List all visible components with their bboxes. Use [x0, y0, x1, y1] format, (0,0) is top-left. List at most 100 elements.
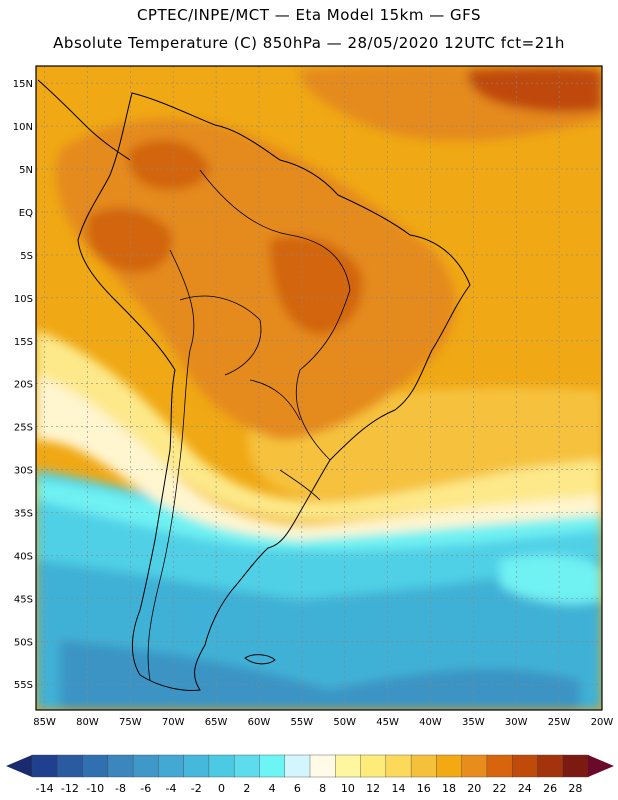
colorbar-label: 8: [319, 782, 326, 795]
south-america-coastline: [77, 92, 471, 691]
lat-label: 5S: [20, 251, 33, 262]
colorbar-swatch: [385, 754, 412, 778]
colorbar-label: -8: [115, 782, 126, 795]
lon-label: 65W: [205, 717, 228, 728]
lon-label: 60W: [248, 717, 271, 728]
colorbar-swatch: [31, 754, 58, 778]
colorbar-label: 28: [568, 782, 582, 795]
colorbar-swatch: [107, 754, 134, 778]
lat-label: EQ: [19, 208, 33, 219]
temperature-field: [36, 66, 602, 710]
colorbar-swatch: [335, 754, 362, 778]
colorbar-swatch: [562, 754, 589, 778]
colorbar-label: -2: [191, 782, 202, 795]
lat-label: 35S: [14, 509, 33, 520]
colorbar-swatch: [309, 754, 336, 778]
map-frame: [35, 65, 603, 711]
colorbar-label: 12: [366, 782, 380, 795]
latitude-labels: 15N 10N 5N EQ 5S 10S 15S 20S 25S 30S 35S 40S 45S 50S 5…: [13, 79, 33, 691]
colorbar-label: 24: [518, 782, 532, 795]
lat-label: 40S: [14, 551, 33, 562]
colorbar-swatch: [132, 754, 160, 778]
colorbar-swatch: [461, 754, 488, 778]
colorbar-swatch: [486, 754, 513, 778]
colorbar-label: -14: [36, 782, 54, 795]
lon-label: 80W: [76, 717, 99, 728]
lat-label: 45S: [14, 594, 33, 605]
colorbar-swatch: [284, 754, 311, 778]
lon-label: 50W: [333, 717, 356, 728]
cold-cyan-band: [36, 480, 602, 551]
very-hot-core-central: [270, 236, 363, 335]
colorbar-swatch: [158, 754, 185, 778]
cool-yellow-band: [36, 330, 602, 520]
title-line-1: CPTEC/INPE/MCT — Eta Model 15km — GFS: [136, 6, 482, 24]
hot-zone: [56, 118, 456, 441]
colorbar-label: 4: [269, 782, 276, 795]
colorbar-swatch: [208, 754, 235, 778]
coldest-zone: [60, 640, 580, 710]
bolivia-border: [179, 295, 262, 376]
colorbar-label: -10: [86, 782, 104, 795]
lon-label: 85W: [33, 717, 56, 728]
colorbar-swatch: [537, 754, 564, 778]
lat-label: 15S: [14, 337, 33, 348]
lon-label: 25W: [548, 717, 571, 728]
lat-label: 20S: [14, 380, 33, 391]
falkland-islands: [244, 654, 276, 665]
lat-label: 25S: [14, 423, 33, 434]
colorbar-label: 20: [467, 782, 481, 795]
colorbar-swatch: [57, 754, 84, 778]
lat-label: 15N: [13, 79, 33, 90]
brazil-border: [199, 169, 351, 461]
lat-label: 10S: [14, 294, 33, 305]
colorbar-low-arrow: [6, 755, 32, 777]
lon-label: 55W: [291, 717, 314, 728]
andes-border: [147, 249, 195, 681]
colorbar-label: 18: [442, 782, 456, 795]
paraguay-border: [249, 379, 301, 421]
colorbar-label: 6: [294, 782, 301, 795]
lon-label: 70W: [162, 717, 185, 728]
lon-label: 30W: [505, 717, 528, 728]
lat-label: 50S: [14, 637, 33, 648]
lat-label: 30S: [14, 466, 33, 477]
longitude-labels: 85W 80W 75W 70W 65W 60W 55W 50W 45W 40W 35W 30W 25W 2…: [33, 717, 613, 728]
colorbar-label: -4: [166, 782, 177, 795]
country-borders: [147, 169, 351, 681]
colorbar-swatch: [183, 754, 210, 778]
colorbar: -14 -12 -10 -8 -6 -4 -2 0 2 4 6 8 10 12 14 16 18 20 22 24 26…: [6, 754, 614, 795]
coastlines: [37, 79, 471, 691]
colorbar-swatch: [82, 754, 109, 778]
colorbar-label: 26: [543, 782, 557, 795]
colorbar-swatch: [233, 754, 261, 778]
colorbar-swatch: [511, 754, 539, 778]
colorbar-swatch: [436, 754, 463, 778]
central-america-coastline: [37, 79, 131, 161]
lon-label: 45W: [376, 717, 399, 728]
colorbar-label: 10: [341, 782, 355, 795]
very-hot-core-north: [128, 139, 210, 190]
lat-label: 10N: [13, 122, 33, 133]
colorbar-label: -6: [140, 782, 151, 795]
colorbar-high-arrow: [588, 755, 614, 777]
colorbar-label: -12: [61, 782, 79, 795]
lon-label: 40W: [419, 717, 442, 728]
colorbar-label: 14: [391, 782, 405, 795]
lon-label: 20W: [591, 717, 614, 728]
colorbar-swatch: [360, 754, 387, 778]
title-line-2: Absolute Temperature (C) 850hPa — 28/05/…: [53, 34, 565, 52]
colorbar-label: 22: [493, 782, 507, 795]
colorbar-swatch: [410, 754, 438, 778]
colorbar-label: 2: [243, 782, 250, 795]
extreme-zone-ne: [468, 67, 602, 113]
colorbar-label: 0: [218, 782, 225, 795]
lat-label: 55S: [14, 680, 33, 691]
colorbar-label: 16: [417, 782, 431, 795]
colorbar-swatch: [259, 754, 286, 778]
very-hot-core-amazon: [86, 207, 172, 273]
lat-label: 5N: [19, 165, 33, 176]
lon-label: 75W: [119, 717, 142, 728]
argentina-uruguay-border: [279, 469, 321, 501]
